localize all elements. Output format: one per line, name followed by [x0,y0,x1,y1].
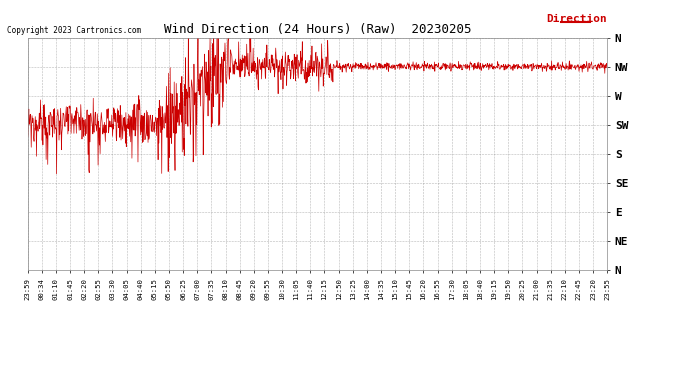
Text: Direction: Direction [546,13,607,24]
Text: Copyright 2023 Cartronics.com: Copyright 2023 Cartronics.com [7,26,141,35]
Title: Wind Direction (24 Hours) (Raw)  20230205: Wind Direction (24 Hours) (Raw) 20230205 [164,23,471,36]
